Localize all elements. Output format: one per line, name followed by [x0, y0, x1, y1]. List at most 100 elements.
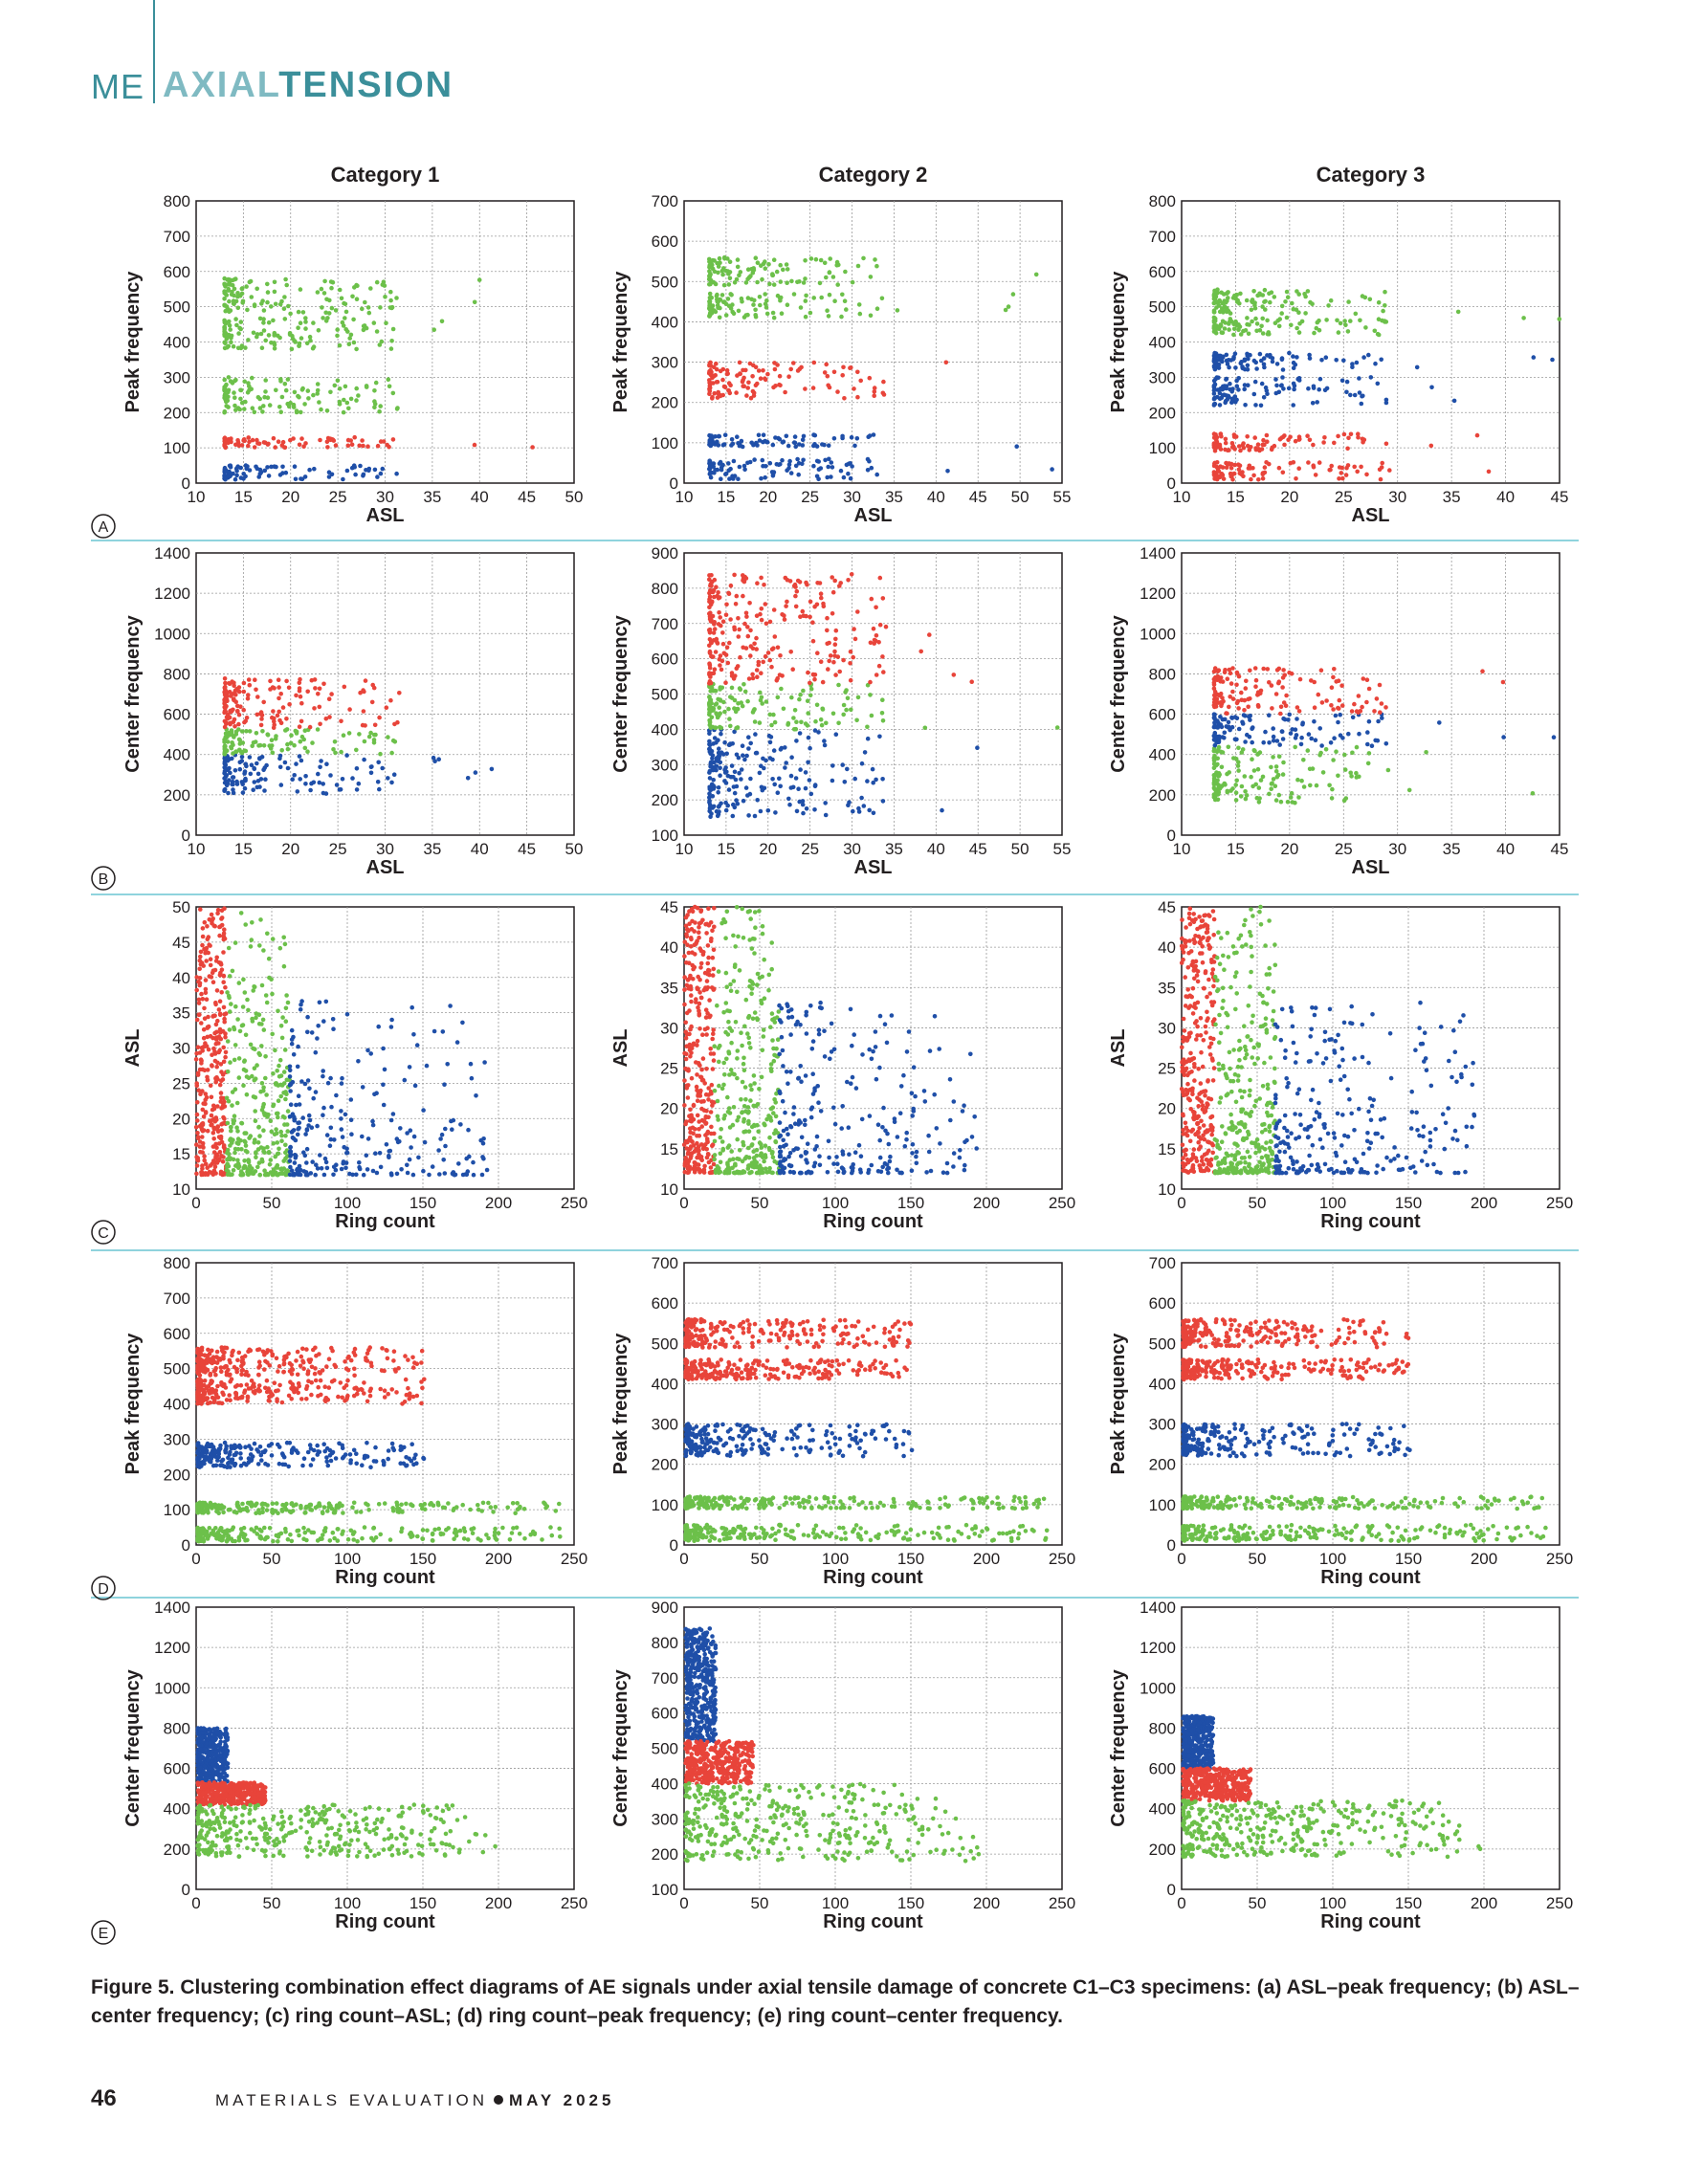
- data-point: [718, 773, 722, 778]
- data-point: [312, 466, 317, 472]
- data-point: [728, 982, 733, 987]
- data-point: [229, 1002, 233, 1006]
- data-point: [270, 1031, 276, 1037]
- data-point: [261, 1085, 266, 1090]
- data-point: [252, 409, 257, 415]
- data-point: [817, 280, 823, 286]
- data-point: [1334, 749, 1339, 754]
- data-point: [841, 657, 846, 663]
- data-point: [1225, 676, 1230, 681]
- data-point: [361, 474, 365, 478]
- data-point: [701, 1170, 707, 1175]
- data-point: [200, 1121, 206, 1126]
- data-point: [234, 782, 240, 786]
- data-point: [1342, 319, 1347, 323]
- data-point: [832, 578, 837, 584]
- data-point: [755, 798, 760, 803]
- data-point: [1294, 476, 1298, 481]
- y-tick-label: 30: [172, 1040, 190, 1058]
- data-point: [1252, 666, 1258, 671]
- data-point: [252, 1077, 257, 1083]
- data-point: [943, 360, 949, 365]
- data-point: [233, 442, 238, 448]
- data-point: [1353, 311, 1359, 317]
- data-point: [377, 1151, 383, 1156]
- data-point: [738, 371, 742, 377]
- data-point: [752, 457, 757, 462]
- data-point: [328, 1136, 334, 1142]
- data-point: [298, 777, 303, 782]
- data-point: [252, 1140, 257, 1145]
- data-point: [713, 281, 719, 287]
- data-point: [292, 1160, 298, 1165]
- data-point: [767, 739, 773, 745]
- data-point: [783, 389, 787, 395]
- data-point: [1328, 298, 1334, 303]
- data-point: [794, 588, 800, 594]
- data-point: [1293, 744, 1297, 750]
- data-point: [207, 1118, 212, 1124]
- data-point: [339, 749, 343, 755]
- data-point: [1346, 299, 1351, 304]
- data-point: [1267, 713, 1272, 717]
- data-point: [262, 1150, 267, 1155]
- data-point: [196, 1088, 201, 1092]
- data-point: [293, 728, 299, 734]
- data-point: [710, 579, 715, 585]
- data-point: [855, 695, 861, 700]
- data-point: [361, 323, 366, 329]
- data-point: [718, 711, 722, 716]
- data-point: [1214, 288, 1219, 294]
- y-tick-label: 45: [172, 934, 190, 952]
- data-point: [223, 695, 228, 700]
- data-point: [411, 1134, 417, 1139]
- data-point: [307, 1086, 312, 1092]
- data-point: [220, 1104, 226, 1109]
- data-point: [780, 673, 785, 678]
- data-point: [694, 1084, 699, 1090]
- data-point: [337, 287, 343, 293]
- row-letter-e: E: [91, 1920, 116, 1945]
- data-point: [819, 295, 824, 300]
- data-point: [829, 460, 834, 465]
- data-point: [724, 751, 729, 757]
- data-point: [316, 692, 321, 696]
- data-point: [703, 985, 708, 990]
- data-point: [305, 1078, 311, 1083]
- data-point: [715, 1114, 720, 1119]
- data-point: [1243, 789, 1248, 794]
- data-point: [298, 694, 303, 699]
- data-point: [1216, 324, 1222, 329]
- data-point: [240, 1004, 246, 1009]
- data-point: [743, 610, 749, 616]
- data-point: [793, 776, 799, 781]
- data-point: [745, 386, 750, 390]
- data-point: [223, 1049, 229, 1055]
- data-point: [1342, 752, 1347, 758]
- data-point: [1375, 738, 1381, 743]
- data-point: [233, 408, 238, 412]
- data-point: [734, 905, 740, 910]
- data-point: [697, 930, 701, 935]
- data-point: [380, 765, 386, 771]
- data-point: [741, 936, 746, 940]
- data-point: [233, 317, 238, 321]
- y-tick-label: 500: [652, 273, 678, 291]
- data-point: [327, 715, 332, 719]
- data-point: [1361, 676, 1366, 681]
- data-point: [203, 990, 209, 996]
- data-point: [307, 467, 312, 473]
- data-point: [247, 439, 252, 445]
- data-point: [772, 1097, 777, 1102]
- data-point: [738, 654, 742, 660]
- data-point: [283, 276, 288, 282]
- data-point: [825, 308, 830, 313]
- data-point: [203, 1111, 209, 1115]
- data-point: [1295, 377, 1300, 382]
- data-point: [270, 1170, 275, 1175]
- data-point: [1274, 362, 1280, 366]
- data-point: [1239, 360, 1244, 364]
- data-point: [244, 466, 249, 472]
- data-point: [855, 263, 861, 269]
- data-point: [726, 787, 732, 792]
